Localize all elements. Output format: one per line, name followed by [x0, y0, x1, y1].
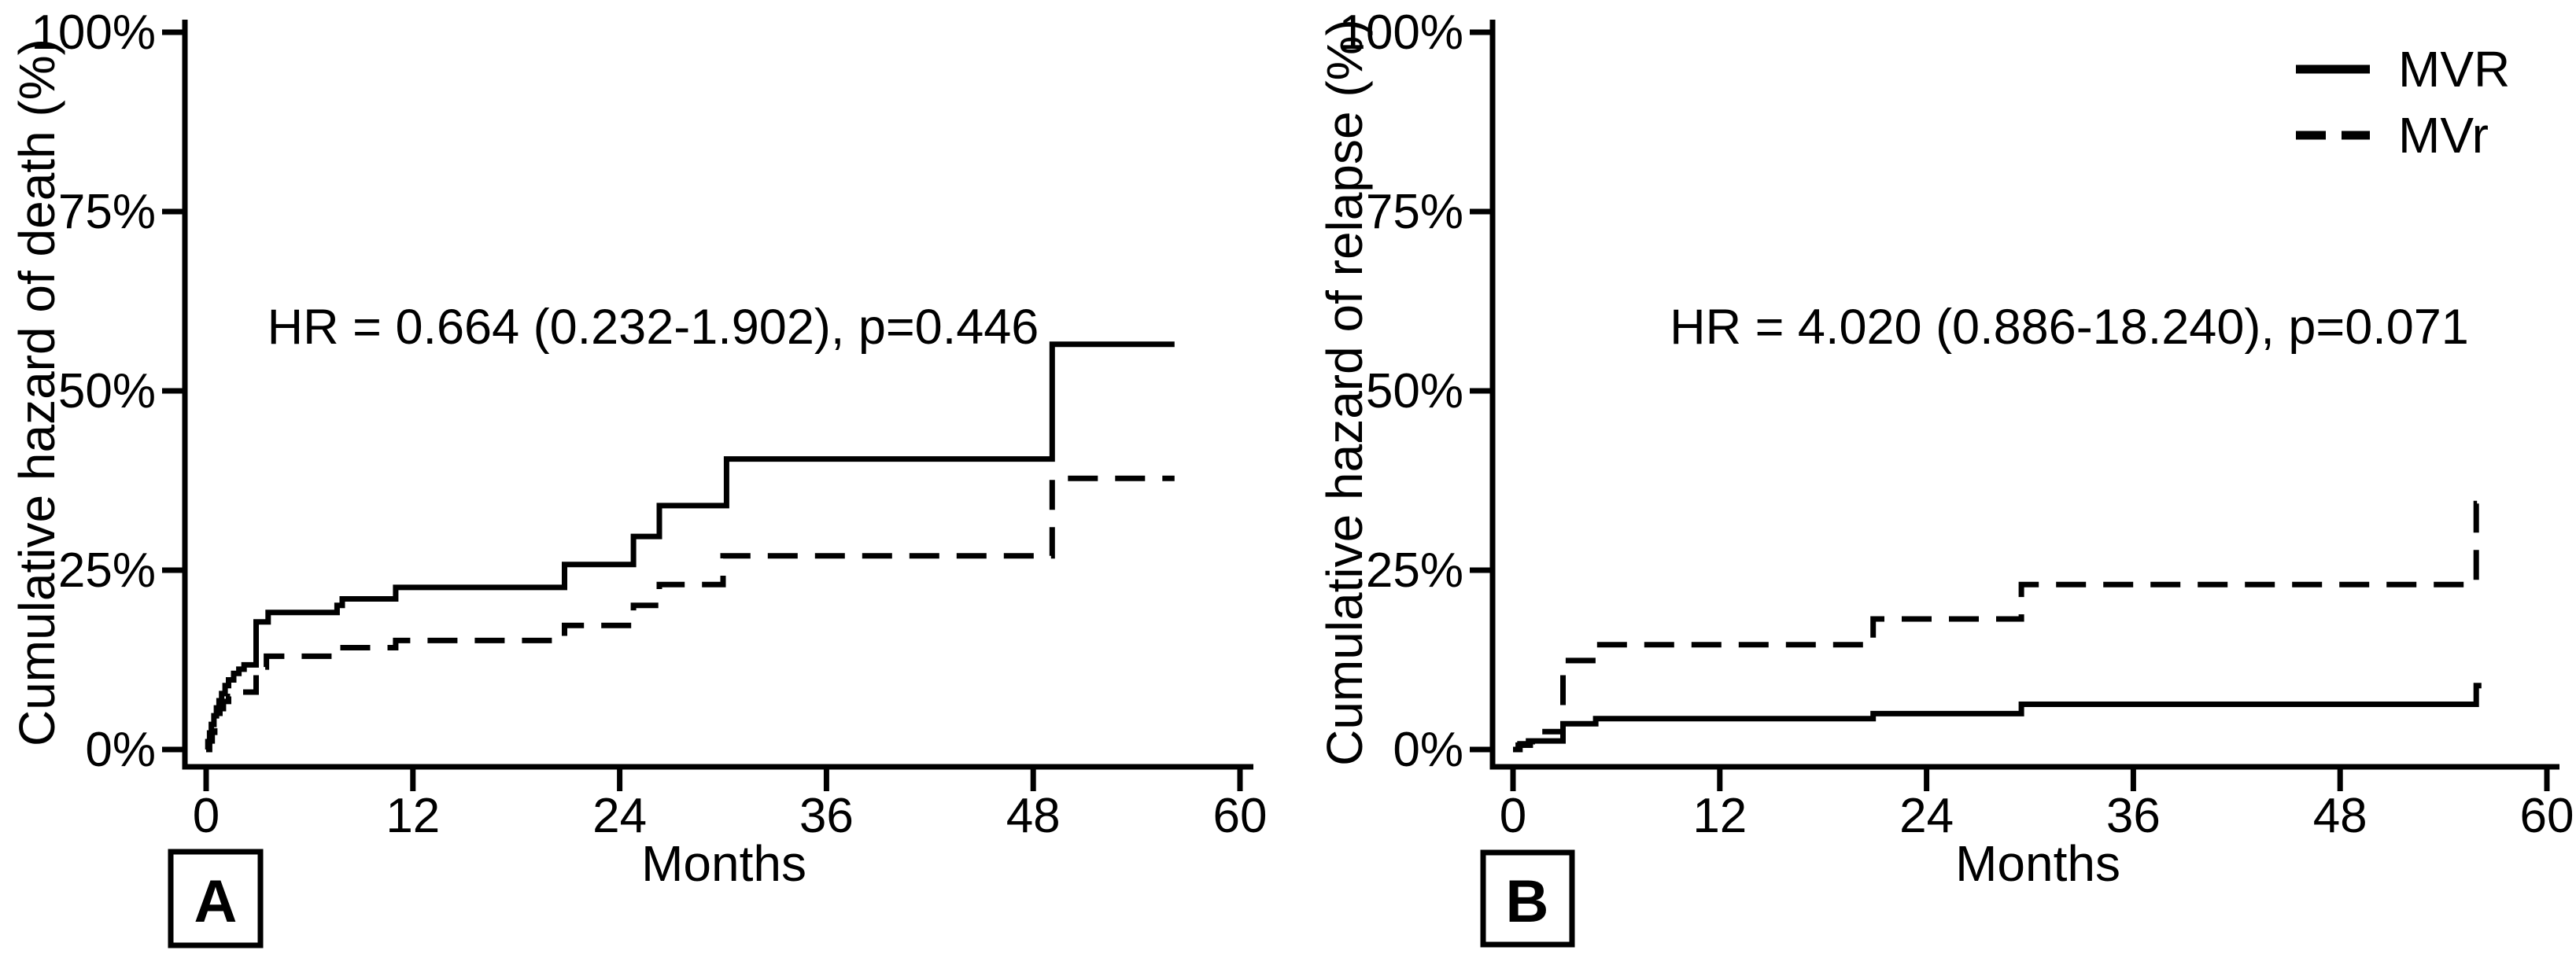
panel-b-axes: 0 12 24 36 48 60 0% 25% 50% 75% 100% — [1338, 6, 2574, 843]
panel-b-label: B — [1506, 868, 1549, 935]
y-tick-label: 100% — [1338, 6, 1463, 60]
panel-a-y-axis-title: Cumulative hazard of death (%) — [9, 39, 65, 746]
y-tick-label: 50% — [58, 364, 156, 418]
y-tick-label: 50% — [1366, 364, 1463, 418]
x-tick-label: 0 — [1500, 789, 1526, 843]
curve-mvr — [206, 475, 1175, 753]
curve-mvr — [1513, 500, 2482, 753]
x-tick-label: 60 — [2520, 789, 2574, 843]
panel-a-label: A — [194, 868, 238, 935]
panel-b-curves — [1513, 500, 2482, 753]
panel-b-label-box — [1480, 849, 1575, 948]
panel-a-hr-annotation: HR = 0.664 (0.232-1.902), p=0.446 — [268, 300, 1039, 355]
legend: MVR MVr — [2296, 41, 2510, 164]
x-tick-label: 0 — [193, 789, 220, 843]
panel-a: 0 12 24 36 48 60 0% 25% 50% 75% 100% Cumulative ha… — [9, 6, 1267, 948]
panel-b: 0 12 24 36 48 60 0% 25% 50% 75% 100% Cumulative ha… — [1316, 6, 2574, 948]
x-tick-label: 12 — [386, 789, 440, 843]
legend-label-mvr: MVR — [2398, 41, 2510, 98]
panel-b-x-axis-title: Months — [1955, 835, 2120, 892]
x-tick-label: 48 — [2313, 789, 2367, 843]
y-tick-label: 0% — [1393, 723, 1463, 777]
x-tick-label: 24 — [592, 789, 647, 843]
y-tick-label: 25% — [1366, 543, 1463, 598]
panel-a-axes: 0 12 24 36 48 60 0% 25% 50% 75% 100% — [31, 6, 1267, 843]
y-tick-label: 75% — [1366, 185, 1463, 239]
curve-mvr — [205, 341, 1175, 753]
curve-mvr — [1513, 683, 2482, 753]
x-tick-label: 24 — [1899, 789, 1954, 843]
panel-a-curves — [205, 341, 1175, 753]
x-tick-label: 36 — [799, 789, 854, 843]
legend-label-mvr-repair: MVr — [2398, 107, 2489, 164]
x-tick-label: 48 — [1006, 789, 1061, 843]
panel-b-hr-annotation: HR = 4.020 (0.886-18.240), p=0.071 — [1670, 300, 2469, 355]
x-tick-label: 36 — [2106, 789, 2161, 843]
panel-a-label-box — [168, 849, 264, 948]
y-tick-label: 75% — [58, 185, 156, 239]
y-tick-label: 25% — [58, 543, 156, 598]
panel-b-y-axis-title: Cumulative hazard of relapse (%) — [1316, 19, 1373, 766]
x-tick-label: 60 — [1213, 789, 1268, 843]
y-tick-label: 0% — [85, 723, 156, 777]
panel-a-x-axis-title: Months — [641, 835, 806, 892]
x-tick-label: 12 — [1692, 789, 1747, 843]
y-tick-label: 100% — [31, 6, 156, 60]
